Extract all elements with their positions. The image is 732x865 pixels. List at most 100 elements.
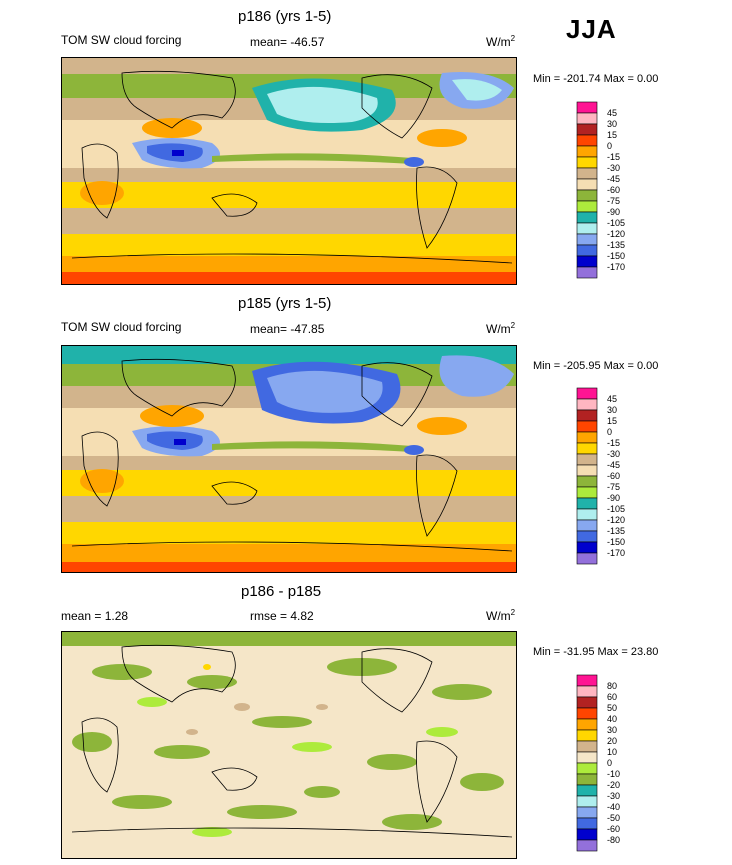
panel1-colorbar-label: -170 [607, 262, 625, 272]
panel1-colorbar-label: -15 [607, 152, 620, 162]
panel3-colorbar-label: 60 [607, 692, 617, 702]
panel2-colorbar-box [576, 508, 598, 521]
panel1-colorbar-label: 45 [607, 108, 617, 118]
panel2-minmax: Min = -205.95 Max = 0.00 [533, 360, 659, 372]
panel2-colorbar-box [576, 420, 598, 433]
panel3-colorbar-label: -60 [607, 824, 620, 834]
panel3-minmax: Min = -31.95 Max = 23.80 [533, 646, 659, 658]
panel2-colorbar-label: -135 [607, 526, 625, 536]
panel3-colorbar-box [576, 828, 598, 841]
panel1-colorbar-label: -120 [607, 229, 625, 239]
panel1-colorbar-label: -150 [607, 251, 625, 261]
panel2-colorbar-boxes [576, 387, 598, 565]
panel2-colorbar-box [576, 387, 598, 400]
panel3-rmse: rmse = 4.82 [250, 609, 314, 623]
panel3-colorbar-label: -30 [607, 791, 620, 801]
panel2-colorbar-box [576, 552, 598, 565]
panel3-colorbar-box [576, 839, 598, 852]
panel1-colorbar-label: 15 [607, 130, 617, 140]
panel1-colorbar-label: -60 [607, 185, 620, 195]
season-label: JJA [566, 14, 617, 44]
panel3-colorbar: 80 60 50 40 30 20 10 0 -10 -20 -30 -40 -50 -60 -80 [576, 674, 637, 855]
panel3-colorbar-label: 0 [607, 758, 612, 768]
panel2-colorbar-svg: 4530150-15-30-45-60-75-90-105-120-135-15… [576, 387, 625, 565]
panel2-colorbar-box [576, 464, 598, 477]
panel3-colorbar-label: 50 [607, 703, 617, 713]
panel1-colorbar-box [576, 156, 598, 169]
panel2-field-label: TOM SW cloud forcing [61, 320, 182, 334]
panel1-colorbar-box [576, 167, 598, 180]
panel2-colorbar-box [576, 442, 598, 455]
panel2-colorbar-box [576, 398, 598, 411]
panel2-colorbar-label: 30 [607, 405, 617, 415]
panel1-colorbar-label: -90 [607, 207, 620, 217]
panel1-colorbar-label: -105 [607, 218, 625, 228]
panel3-colorbar-label: 30 [607, 725, 617, 735]
panel3-colorbar-label: 80 [607, 681, 617, 691]
panel2-colorbar-label: -90 [607, 493, 620, 503]
panel1-colorbar-box [576, 123, 598, 136]
panel2-colorbar-box [576, 519, 598, 532]
panel2-colorbar-box [576, 409, 598, 422]
panel3-colorbar-box [576, 784, 598, 797]
panel3-colorbar-box [576, 729, 598, 742]
panel3-colorbar-box [576, 696, 598, 709]
panel3-colorbar-box [576, 718, 598, 731]
panel1-colorbar-box [576, 112, 598, 125]
panel3-mean: mean = 1.28 [61, 609, 129, 623]
panel2-colorbar-label: -120 [607, 515, 625, 525]
panel1-colorbar-box [576, 101, 598, 114]
panel1-colorbar-labels: 4530150-15-30-45-60-75-90-105-120-135-15… [607, 108, 625, 272]
panel1-units: W/m2 [486, 34, 516, 49]
panel3-colorbar-box [576, 773, 598, 786]
panel2-colorbar-box [576, 453, 598, 466]
panel1-map [61, 57, 517, 285]
panel3-colorbar-box [576, 795, 598, 808]
panel2-colorbar: 45 30 15 0 -15 -30 -45 -60 -75 -90 -105 -120 -135 -15… [576, 387, 637, 568]
panel3-colorbar-box [576, 674, 598, 687]
panel1-colorbar-box [576, 145, 598, 158]
panel3-colorbar-label: -40 [607, 802, 620, 812]
panel3-title: p186 - p185 [241, 583, 322, 600]
panel1-colorbar-label: -30 [607, 163, 620, 173]
panel1-colorbar-label: -45 [607, 174, 620, 184]
panel1-colorbar-box [576, 134, 598, 147]
panel3-colorbar-box [576, 762, 598, 775]
panel2-colorbar-label: -150 [607, 537, 625, 547]
panel2-colorbar-label: -30 [607, 449, 620, 459]
panel1-colorbar-box [576, 222, 598, 235]
panel1-colorbar-box [576, 189, 598, 202]
panel1-colorbar-label: 0 [607, 141, 612, 151]
panel3-colorbar-box [576, 707, 598, 720]
panel2-colorbar-box [576, 530, 598, 543]
panel2-colorbar-label: -105 [607, 504, 625, 514]
panel1-title: p186 (yrs 1-5) [238, 8, 332, 25]
panel2-map [61, 345, 517, 573]
panel3-colorbar-box [576, 751, 598, 764]
panel3-map [61, 631, 517, 859]
panel2-units: W/m2 [486, 321, 516, 336]
panel1-colorbar-box [576, 255, 598, 268]
panel2-colorbar-label: -170 [607, 548, 625, 558]
panel2-mean: mean= -47.85 [250, 322, 325, 336]
panel3-units: W/m2 [486, 608, 516, 623]
panel2-colorbar-label: 45 [607, 394, 617, 404]
panel1-colorbar-box [576, 200, 598, 213]
panel3-colorbar-label: 40 [607, 714, 617, 724]
panel3-colorbar-box [576, 740, 598, 753]
panel1-colorbar-boxes [576, 101, 598, 279]
panel2-title: p185 (yrs 1-5) [238, 295, 332, 312]
panel2-colorbar-label: -60 [607, 471, 620, 481]
panel2-colorbar-box [576, 486, 598, 499]
panel2-colorbar-box [576, 497, 598, 510]
panel1-colorbar-box [576, 244, 598, 257]
panel3-colorbar-label: 20 [607, 736, 617, 746]
panel3-colorbar-label: -20 [607, 780, 620, 790]
panel3-colorbar-box [576, 817, 598, 830]
panel1-colorbar: 45 30 15 0 -15 -30 -45 -60 -75 -90 -105 -120 -135 -15… [576, 101, 637, 282]
panel1-colorbar-svg: 4530150-15-30-45-60-75-90-105-120-135-15… [576, 101, 625, 279]
panel1-colorbar-box [576, 178, 598, 191]
panel1-colorbar-box [576, 233, 598, 246]
panel3-colorbar-label: -50 [607, 813, 620, 823]
